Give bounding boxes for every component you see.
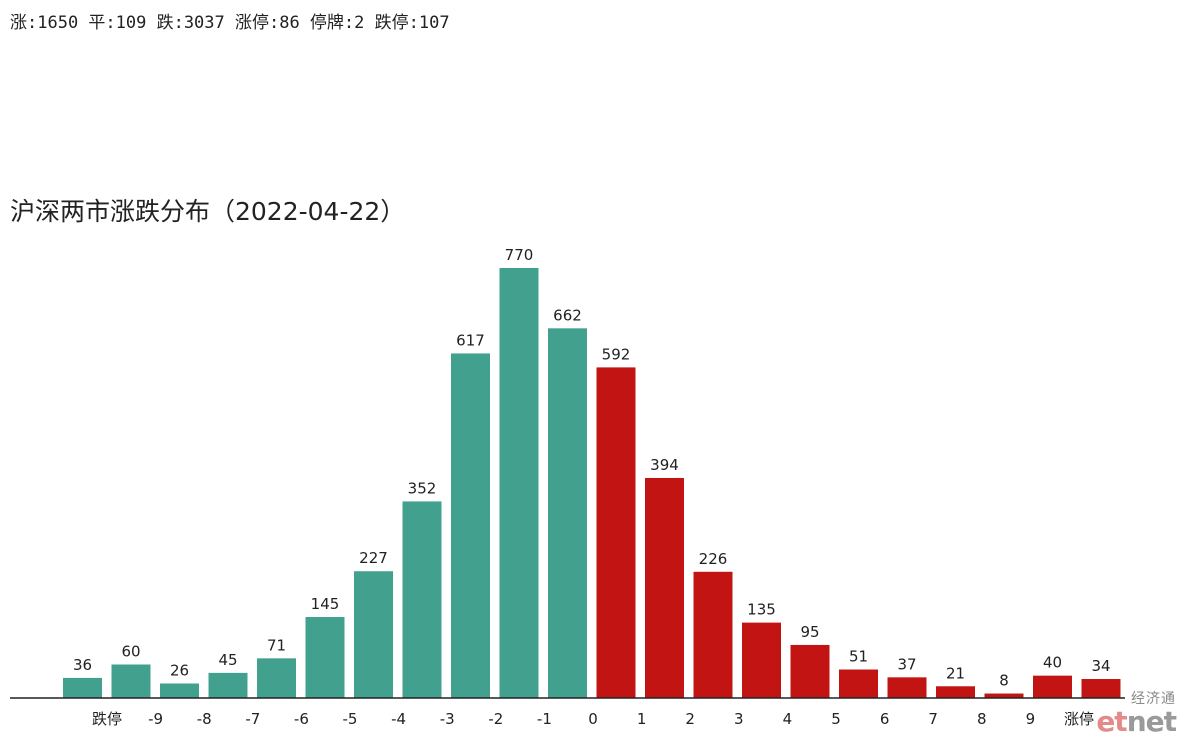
x-tick-label: 8: [977, 710, 987, 728]
x-tick-label: 6: [880, 710, 890, 728]
x-tick-label: 7: [928, 710, 938, 728]
bar: [742, 622, 781, 698]
bar: [839, 669, 878, 698]
bar: [451, 353, 490, 698]
bar-value-label: 8: [999, 672, 1009, 690]
x-tick-label: -9: [148, 710, 163, 728]
bar-value-label: 662: [553, 306, 582, 324]
bar: [936, 686, 975, 698]
chart-title: 沪深两市涨跌分布（2022-04-22）: [10, 197, 406, 226]
bar: [63, 677, 102, 698]
bar: [596, 367, 636, 698]
bar: [208, 672, 248, 698]
bar: [402, 501, 442, 698]
x-tick-label: -3: [440, 710, 455, 728]
bar: [257, 658, 296, 698]
bar-value-label: 71: [267, 636, 286, 654]
x-tick-label: -6: [294, 710, 309, 728]
bar: [160, 683, 199, 698]
bar-value-label: 36: [73, 656, 92, 674]
x-tick-label: 跌停: [92, 710, 122, 728]
x-tick-label: 3: [734, 710, 744, 728]
x-tick-label: 0: [588, 710, 598, 728]
bar-value-label: 770: [505, 246, 534, 264]
bar-value-label: 37: [897, 655, 916, 673]
bar: [645, 477, 684, 698]
x-tick-label: 9: [1026, 710, 1036, 728]
bar: [305, 617, 345, 698]
bar: [790, 644, 830, 698]
bar-value-label: 617: [456, 331, 485, 349]
x-tick-label: 5: [831, 710, 841, 728]
x-tick-label: -5: [343, 710, 358, 728]
watermark-cn-text: 经济通: [1131, 691, 1176, 707]
market-stats-summary: 涨:1650 平:109 跌:3037 涨停:86 停牌:2 跌停:107: [10, 13, 450, 33]
bar: [111, 664, 151, 698]
bar: [499, 268, 539, 698]
bar: [984, 693, 1024, 698]
x-tick-label: -2: [488, 710, 503, 728]
bar-value-label: 592: [602, 345, 631, 363]
etnet-logo: etnet: [1096, 705, 1177, 738]
bar: [693, 571, 733, 698]
bar-value-label: 21: [946, 664, 965, 682]
bar-value-label: 40: [1043, 654, 1062, 672]
bar-value-label: 226: [699, 550, 728, 568]
bar: [548, 328, 587, 698]
bar-value-label: 227: [359, 549, 388, 567]
bar-value-label: 352: [408, 479, 437, 497]
bar-value-label: 45: [218, 651, 237, 669]
bar: [354, 571, 393, 698]
bar: [1033, 675, 1072, 698]
bar-value-label: 135: [747, 601, 776, 619]
bar-value-label: 51: [849, 648, 868, 666]
x-tick-label: 4: [783, 710, 793, 728]
x-tick-label: -1: [537, 710, 552, 728]
x-tick-label: 涨停: [1064, 710, 1094, 728]
x-tick-label: -7: [245, 710, 260, 728]
bar-value-label: 34: [1091, 657, 1110, 675]
x-tick-label: -4: [391, 710, 406, 728]
bar-value-label: 394: [650, 456, 679, 474]
bar: [1081, 679, 1121, 698]
bar-value-label: 60: [121, 642, 140, 660]
bar-value-label: 95: [800, 623, 819, 641]
bar: [887, 677, 927, 698]
x-tick-label: 1: [637, 710, 647, 728]
x-tick-label: -8: [197, 710, 212, 728]
bar-value-label: 26: [170, 661, 189, 679]
bar-value-label: 145: [311, 595, 340, 613]
etnet-watermark: 经济通 etnet: [1096, 691, 1177, 738]
x-tick-label: 2: [685, 710, 695, 728]
